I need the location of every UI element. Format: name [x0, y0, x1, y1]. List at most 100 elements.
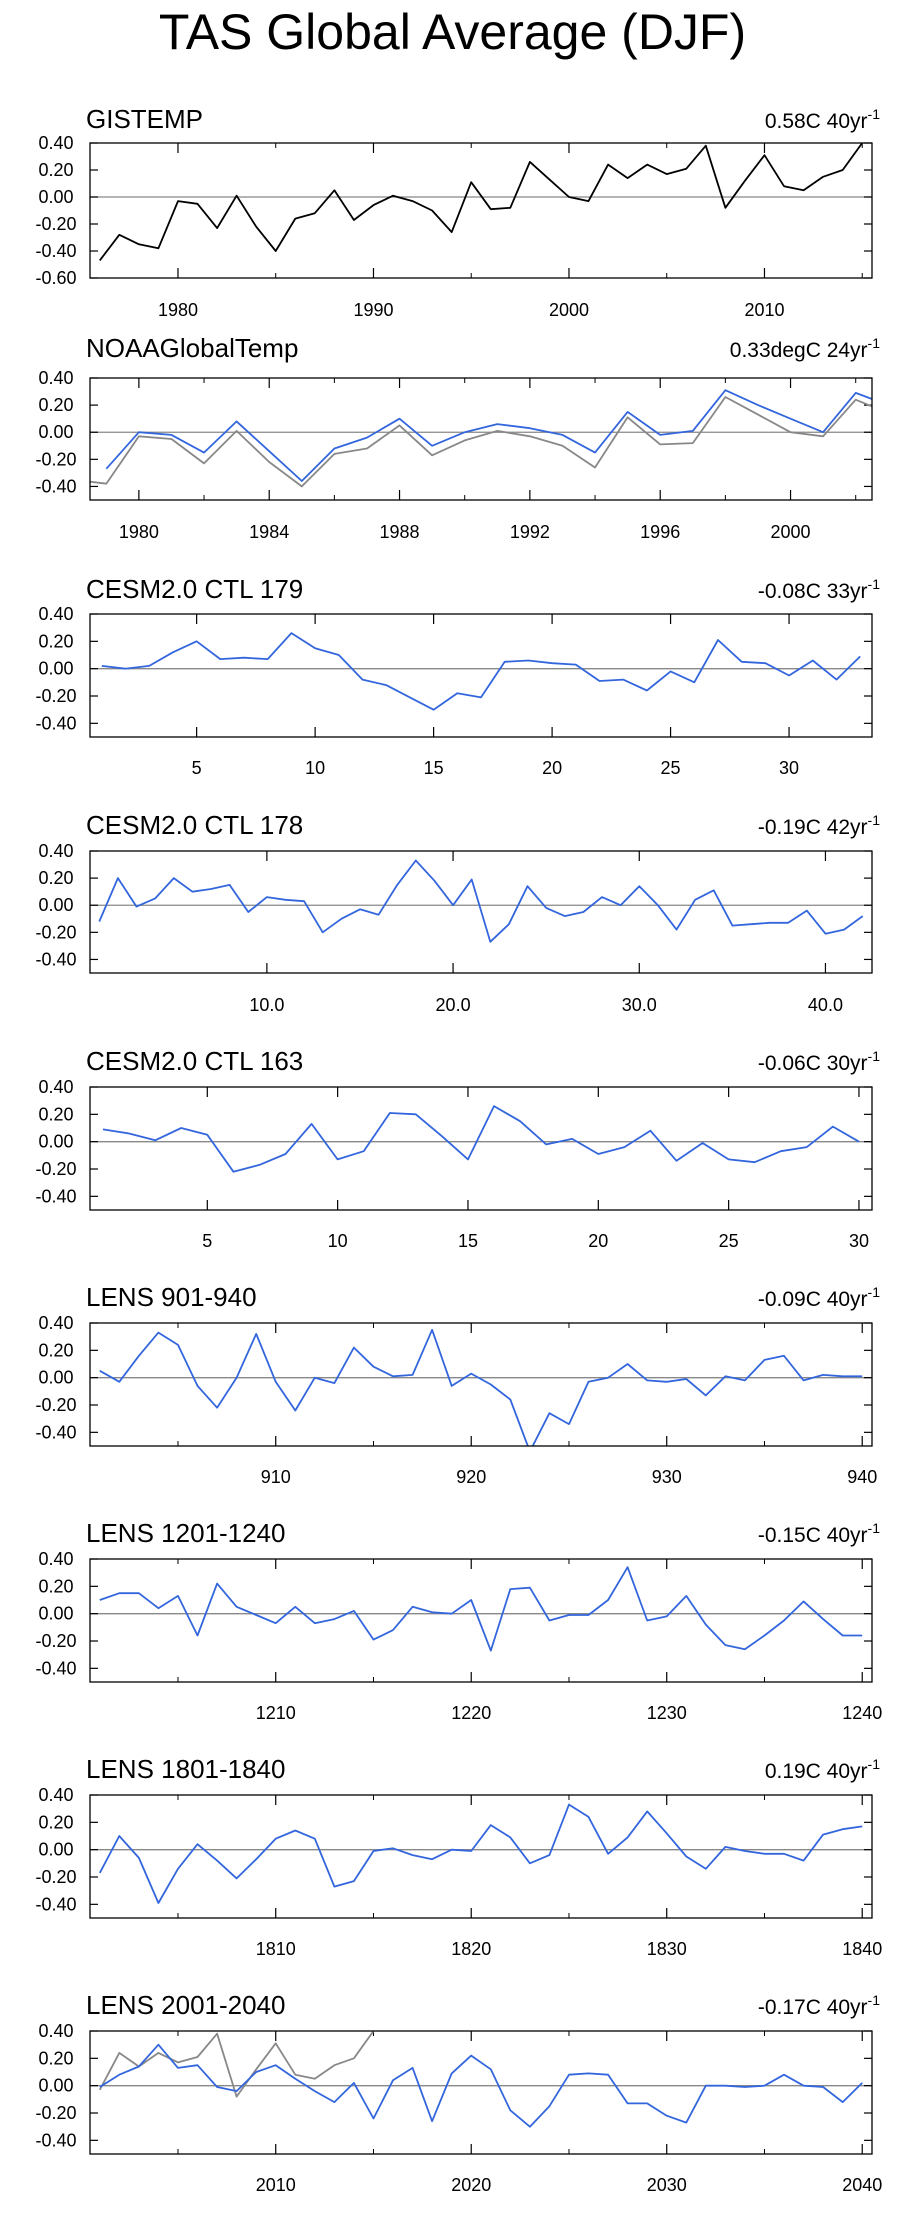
y-tick-label: -0.40 — [35, 241, 76, 261]
y-tick-label: 0.00 — [38, 422, 73, 442]
x-tick-label: 2040 — [842, 2175, 882, 2195]
x-tick-label: 20 — [588, 1231, 608, 1251]
x-tick-label: 1984 — [249, 522, 289, 542]
series-line-1 — [99, 1803, 863, 1904]
y-tick-label: -0.40 — [35, 1422, 76, 1442]
chart-panel-7: LENS 1201-1240 -0.15C 40yr-1 0.40 0.20 0.00 -… — [35, 1518, 882, 1723]
y-tick-label: 0.00 — [38, 1368, 73, 1388]
chart-panel-3: CESM2.0 CTL 179 -0.08C 33yr-1 0.40 0.20 0.00… — [35, 574, 880, 778]
x-tick-label: 30 — [849, 1231, 869, 1251]
x-tick-label: 1810 — [256, 1939, 296, 1959]
x-tick-label: 15 — [424, 758, 444, 778]
y-tick-label: -0.40 — [35, 713, 76, 733]
panel-title: LENS 1201-1240 — [86, 1518, 285, 1548]
x-tick-label: 910 — [261, 1467, 291, 1487]
x-tick-label: 2000 — [549, 300, 589, 320]
y-tick-label: -0.40 — [35, 1186, 76, 1206]
panel-title: GISTEMP — [86, 104, 203, 134]
series-line-1 — [101, 632, 861, 711]
panel-title: LENS 901-940 — [86, 1282, 257, 1312]
x-tick-label: 1990 — [353, 300, 393, 320]
y-tick-label: -0.60 — [35, 268, 76, 288]
plot-frame — [89, 1322, 873, 1447]
x-tick-label: 1980 — [119, 522, 159, 542]
y-tick-label: -0.20 — [35, 2103, 76, 2123]
plot-frame — [89, 613, 873, 738]
y-tick-label: 0.00 — [38, 1604, 73, 1624]
series-line-1 — [90, 396, 872, 488]
plot-frame — [89, 2030, 873, 2155]
series-line-2 — [105, 389, 872, 482]
y-tick-label: 0.20 — [38, 160, 73, 180]
y-tick-label: 0.00 — [38, 895, 73, 915]
y-tick-label: 0.20 — [38, 868, 73, 888]
x-tick-label: 1992 — [510, 522, 550, 542]
series-line-1 — [99, 2031, 375, 2098]
y-tick-label: 0.40 — [38, 1313, 73, 1333]
plot-frame — [89, 1086, 873, 1211]
x-tick-label: 25 — [661, 758, 681, 778]
series-line-2 — [99, 2043, 863, 2128]
y-tick-label: -0.20 — [35, 1159, 76, 1179]
y-tick-label: 0.40 — [38, 2021, 73, 2041]
x-tick-label: 15 — [458, 1231, 478, 1251]
x-tick-label: 5 — [192, 758, 202, 778]
x-tick-label: 2010 — [744, 300, 784, 320]
y-tick-label: 0.20 — [38, 1340, 73, 1360]
y-tick-label: 0.20 — [38, 2048, 73, 2068]
x-tick-label: 1820 — [451, 1939, 491, 1959]
plot-frame — [89, 850, 873, 974]
page-title: TAS Global Average (DJF) — [158, 4, 747, 60]
x-tick-label: 10.0 — [249, 995, 284, 1015]
x-tick-label: 930 — [652, 1467, 682, 1487]
x-tick-label: 25 — [719, 1231, 739, 1251]
trend-label: 0.19C 40yr-1 — [765, 1756, 880, 1783]
x-tick-label: 2030 — [647, 2175, 687, 2195]
y-tick-label: -0.20 — [35, 1867, 76, 1887]
x-tick-label: 2020 — [451, 2175, 491, 2195]
panel-title: LENS 2001-2040 — [86, 1990, 285, 2020]
x-tick-label: 1830 — [647, 1939, 687, 1959]
y-tick-label: 0.40 — [38, 1077, 73, 1097]
y-tick-label: -0.40 — [35, 1658, 76, 1678]
y-tick-label: 0.00 — [38, 1840, 73, 1860]
y-tick-label: -0.40 — [35, 949, 76, 969]
x-tick-label: 940 — [847, 1467, 877, 1487]
x-tick-label: 2010 — [256, 2175, 296, 2195]
y-tick-label: 0.00 — [38, 1132, 73, 1152]
trend-label: -0.17C 40yr-1 — [758, 1992, 880, 2019]
y-tick-label: -0.20 — [35, 686, 76, 706]
trend-label: -0.09C 40yr-1 — [758, 1284, 880, 1311]
trend-label: -0.08C 33yr-1 — [758, 576, 880, 603]
panel-title: CESM2.0 CTL 179 — [86, 574, 303, 604]
y-tick-label: 0.40 — [38, 1549, 73, 1569]
plot-frame — [89, 377, 873, 501]
x-tick-label: 40.0 — [808, 995, 843, 1015]
y-tick-label: -0.40 — [35, 476, 76, 496]
y-tick-label: -0.20 — [35, 1395, 76, 1415]
y-tick-label: -0.20 — [35, 214, 76, 234]
x-tick-label: 1210 — [256, 1703, 296, 1723]
series-line-1 — [102, 1105, 860, 1173]
x-tick-label: 10 — [328, 1231, 348, 1251]
y-tick-label: 0.00 — [38, 659, 73, 679]
trend-label: 0.58C 40yr-1 — [765, 106, 880, 133]
x-tick-label: 30 — [779, 758, 799, 778]
x-tick-label: 1240 — [842, 1703, 882, 1723]
trend-label: -0.15C 40yr-1 — [758, 1520, 880, 1547]
series-line-1 — [99, 143, 863, 261]
y-tick-label: -0.20 — [35, 449, 76, 469]
x-tick-label: 2000 — [771, 522, 811, 542]
y-tick-label: 0.00 — [38, 187, 73, 207]
panel-title: CESM2.0 CTL 178 — [86, 810, 303, 840]
y-tick-label: 0.20 — [38, 631, 73, 651]
x-tick-label: 920 — [456, 1467, 486, 1487]
y-tick-label: 0.40 — [38, 368, 73, 388]
x-tick-label: 30.0 — [622, 995, 657, 1015]
y-tick-label: 0.40 — [38, 604, 73, 624]
y-tick-label: -0.40 — [35, 1894, 76, 1914]
chart-panel-2: NOAAGlobalTemp 0.33degC 24yr-1 0.40 0.20 0.0… — [35, 333, 880, 542]
x-tick-label: 1988 — [380, 522, 420, 542]
y-tick-label: 0.20 — [38, 1104, 73, 1124]
